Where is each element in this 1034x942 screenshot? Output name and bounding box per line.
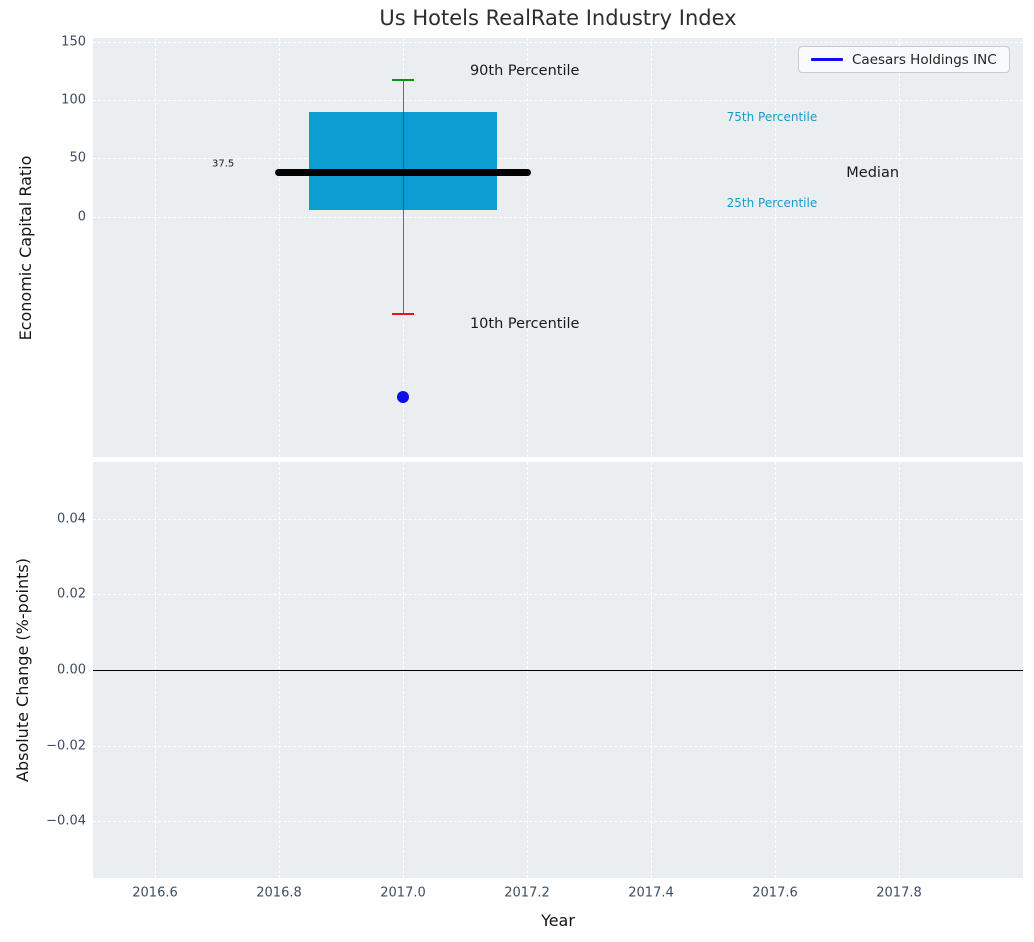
cap-10th-percentile bbox=[392, 313, 414, 316]
gridline-horizontal bbox=[93, 594, 1023, 596]
bottom-y-axis-label: Absolute Change (%-points) bbox=[13, 558, 32, 782]
annotation-25th-percentile: 25th Percentile bbox=[726, 195, 818, 210]
gridline-vertical bbox=[775, 38, 776, 457]
y-tick-label: 0 bbox=[77, 209, 86, 225]
x-tick-label: 2017.4 bbox=[628, 885, 674, 901]
legend-line-swatch bbox=[811, 58, 843, 61]
gridline-horizontal bbox=[93, 518, 1023, 520]
legend-label: Caesars Holdings INC bbox=[852, 51, 997, 68]
zero-reference-line bbox=[93, 670, 1023, 671]
y-tick-label: −0.04 bbox=[46, 813, 86, 829]
annotation-median: Median bbox=[846, 165, 900, 182]
gridline-horizontal bbox=[93, 41, 1023, 43]
median-line bbox=[274, 169, 532, 177]
x-tick-label: 2017.8 bbox=[876, 885, 922, 901]
gridline-horizontal bbox=[93, 158, 1023, 160]
top-y-axis-label: Economic Capital Ratio bbox=[16, 155, 35, 341]
gridline-horizontal bbox=[93, 821, 1023, 823]
cap-90th-percentile bbox=[392, 78, 414, 81]
y-tick-label: −0.02 bbox=[46, 738, 86, 754]
x-tick-label: 2016.6 bbox=[132, 885, 178, 901]
gridline-vertical bbox=[155, 38, 156, 457]
whisker-line bbox=[403, 78, 404, 314]
gridline-vertical bbox=[651, 38, 652, 457]
annotation-90th-percentile: 90th Percentile bbox=[469, 62, 580, 79]
annotation-37-5: 37.5 bbox=[212, 158, 235, 170]
gridline-vertical bbox=[279, 38, 280, 457]
y-tick-label: 0.04 bbox=[57, 511, 86, 527]
company-marker bbox=[397, 391, 409, 404]
annotation-10th-percentile: 10th Percentile bbox=[469, 315, 580, 332]
legend: Caesars Holdings INC bbox=[798, 46, 1010, 73]
bottom-axes-absolute-change bbox=[93, 462, 1023, 878]
x-tick-label: 2017.6 bbox=[752, 885, 798, 901]
y-tick-label: 0.00 bbox=[57, 662, 86, 678]
gridline-horizontal bbox=[93, 216, 1023, 218]
chart-title: Us Hotels RealRate Industry Index bbox=[379, 6, 737, 30]
gridline-horizontal bbox=[93, 745, 1023, 747]
top-axes-boxplot: 90th Percentile 10th Percentile 75th Perce… bbox=[93, 38, 1023, 457]
gridline-vertical bbox=[527, 38, 528, 457]
y-tick-label: 150 bbox=[61, 34, 86, 49]
gridline-vertical bbox=[899, 38, 900, 457]
gridline-horizontal bbox=[93, 99, 1023, 101]
x-axis-label: Year bbox=[541, 911, 575, 930]
x-tick-label: 2017.2 bbox=[504, 885, 550, 901]
annotation-75th-percentile: 75th Percentile bbox=[726, 110, 818, 125]
iqr-box bbox=[308, 111, 498, 210]
y-tick-label: 50 bbox=[69, 150, 86, 166]
x-tick-label: 2017.0 bbox=[380, 885, 426, 901]
y-tick-label: 100 bbox=[61, 92, 86, 108]
y-tick-label: 0.02 bbox=[57, 586, 86, 602]
x-tick-label: 2016.8 bbox=[256, 885, 302, 901]
